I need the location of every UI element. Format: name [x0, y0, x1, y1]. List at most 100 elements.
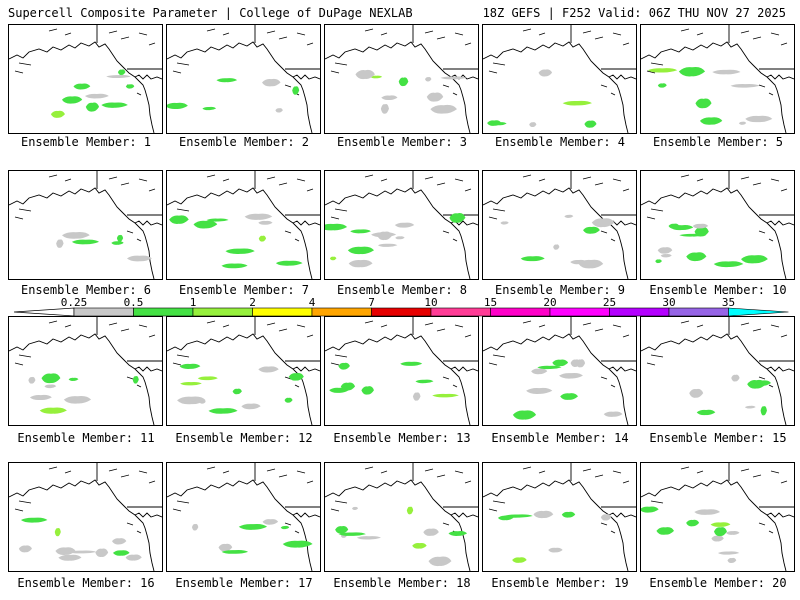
parameter-contour	[68, 377, 79, 381]
parameter-contour	[280, 525, 290, 530]
parameter-contour	[169, 215, 189, 224]
island	[64, 470, 72, 474]
coastline	[641, 333, 787, 425]
island	[646, 70, 656, 74]
coastline	[134, 220, 162, 226]
parameter-contour	[275, 108, 283, 113]
island	[148, 334, 156, 338]
island	[522, 466, 532, 470]
parameter-contour	[132, 376, 139, 384]
coastline	[134, 366, 162, 372]
parameter-contour	[84, 93, 109, 99]
island	[464, 334, 472, 338]
chart-title: Supercell Composite Parameter | College …	[8, 6, 413, 20]
island	[306, 334, 314, 338]
parameter-contour	[352, 506, 359, 511]
island	[600, 376, 608, 380]
legend-swatch	[311, 307, 372, 317]
island	[330, 70, 340, 74]
island	[306, 188, 314, 192]
island	[594, 182, 604, 186]
island	[284, 84, 292, 88]
coastline	[134, 512, 162, 518]
parameter-contour	[576, 359, 586, 368]
island	[64, 324, 72, 328]
parameter-contour	[54, 527, 61, 537]
island	[120, 474, 130, 478]
island	[120, 182, 130, 186]
ensemble-member-label: Ensemble Member: 4	[494, 135, 626, 149]
ensemble-member-label: Ensemble Member: 15	[649, 431, 787, 445]
coastline	[483, 187, 629, 279]
parameter-contour	[713, 527, 727, 537]
legend-tick-label: 1	[189, 296, 197, 309]
parameter-contour	[71, 239, 100, 245]
parameter-contour	[552, 359, 569, 367]
legend-swatch	[609, 307, 670, 317]
parameter-contour	[55, 547, 76, 555]
parameter-contour	[348, 259, 373, 268]
parameter-contour	[325, 223, 348, 231]
island	[610, 238, 616, 242]
parameter-contour	[361, 386, 374, 395]
coastline	[483, 333, 629, 425]
ensemble-member-label: Ensemble Member: 2	[178, 135, 310, 149]
island	[222, 178, 230, 182]
parameter-contour	[492, 122, 507, 126]
legend-swatch	[192, 307, 253, 317]
island	[454, 178, 464, 182]
parameter-contour	[603, 411, 623, 417]
parameter-contour	[657, 83, 667, 88]
island	[18, 208, 32, 212]
ensemble-member-label: Ensemble Member: 20	[649, 576, 787, 590]
island	[126, 230, 134, 234]
parameter-contour	[292, 86, 300, 95]
parameter-contour	[560, 393, 578, 400]
coastline	[292, 74, 320, 80]
ensemble-member-map	[640, 24, 795, 134]
coastline	[325, 479, 471, 571]
ensemble-member-label: Ensemble Member: 9	[494, 283, 626, 297]
coastline	[292, 220, 320, 226]
parameter-contour	[548, 547, 563, 553]
ensemble-member-map	[166, 24, 321, 134]
island	[330, 508, 340, 512]
ensemble-member-label: Ensemble Member: 13	[333, 431, 471, 445]
parameter-contour	[44, 384, 57, 389]
island	[758, 376, 766, 380]
ensemble-member-label: Ensemble Member: 6	[20, 283, 152, 297]
parameter-contour	[564, 214, 574, 218]
coastline	[167, 333, 313, 425]
island	[380, 324, 388, 328]
island	[538, 470, 546, 474]
parameter-contour	[329, 256, 337, 261]
parameter-contour	[657, 247, 673, 254]
parameter-contour	[503, 514, 533, 518]
parameter-contour	[244, 213, 273, 220]
island	[610, 92, 616, 96]
parameter-contour	[85, 102, 100, 112]
island	[452, 238, 458, 242]
island	[492, 208, 506, 212]
island	[436, 474, 446, 478]
island	[108, 322, 118, 326]
island	[64, 32, 72, 36]
island	[758, 84, 766, 88]
parameter-contour	[678, 66, 706, 77]
island	[284, 230, 292, 234]
parameter-contour	[529, 122, 537, 128]
parameter-contour	[20, 517, 48, 523]
island	[222, 32, 230, 36]
island	[148, 188, 156, 192]
island	[780, 480, 788, 484]
island	[780, 188, 788, 192]
island	[222, 324, 230, 328]
parameter-contour	[56, 239, 64, 248]
island	[610, 384, 616, 388]
ensemble-member-label: Ensemble Member: 17	[175, 576, 313, 590]
legend-swatch	[430, 307, 491, 317]
ensemble-member-map	[482, 24, 637, 134]
island	[452, 384, 458, 388]
legend-tick-label: 25	[602, 296, 617, 309]
ensemble-member-label: Ensemble Member: 5	[652, 135, 784, 149]
